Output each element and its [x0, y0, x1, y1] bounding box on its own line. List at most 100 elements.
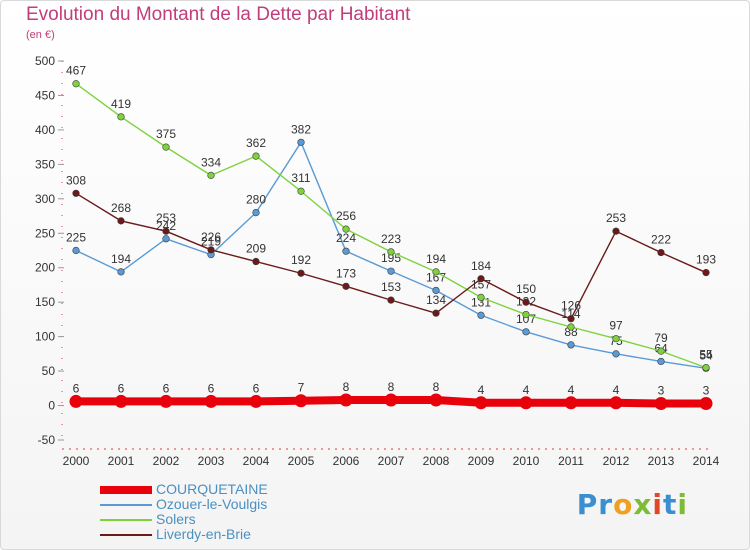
data-label: 150 — [516, 282, 536, 296]
data-label: 4 — [613, 383, 620, 397]
y-tick-label: 100 — [35, 330, 55, 344]
data-point — [387, 267, 395, 275]
data-label: 253 — [606, 211, 626, 225]
data-label: 467 — [66, 64, 86, 78]
data-label: 173 — [336, 266, 356, 280]
data-point — [702, 268, 710, 277]
legend-label: COURQUETAINE — [156, 481, 268, 497]
data-label: 7 — [298, 381, 305, 395]
x-tick-label: 2012 — [603, 454, 630, 468]
data-point — [612, 227, 620, 235]
data-label: 419 — [111, 97, 131, 111]
data-label: 153 — [381, 280, 401, 294]
data-point — [474, 396, 488, 410]
legend-label: Ozouer-le-Voulgis — [156, 496, 268, 512]
data-label: 134 — [426, 293, 446, 307]
data-label: 242 — [156, 219, 176, 233]
data-point — [477, 293, 485, 301]
x-tick-label: 2009 — [468, 454, 495, 468]
data-point — [432, 309, 440, 317]
data-point — [567, 341, 575, 349]
data-point — [342, 225, 350, 233]
data-label: 97 — [609, 319, 623, 333]
data-label: 382 — [291, 122, 311, 136]
data-point — [429, 393, 443, 407]
data-point — [387, 296, 395, 304]
data-label: 54 — [699, 348, 713, 362]
data-point — [252, 257, 260, 266]
data-label: 126 — [561, 299, 581, 313]
data-point — [522, 310, 530, 319]
data-point — [702, 364, 710, 372]
proxiti-logo: Proxiti — [576, 488, 688, 521]
data-point — [612, 350, 620, 358]
y-tick-label: 50 — [42, 364, 56, 378]
data-point — [387, 248, 395, 256]
data-label: 222 — [651, 233, 671, 247]
data-label: 334 — [201, 155, 221, 169]
data-point — [69, 394, 83, 408]
data-label: 311 — [291, 171, 310, 185]
data-point — [477, 275, 485, 283]
data-label: 6 — [208, 381, 215, 395]
data-label: 167 — [426, 270, 446, 284]
data-point — [249, 394, 263, 408]
y-tick-label: 250 — [35, 226, 55, 240]
data-point — [522, 298, 530, 306]
data-label: 224 — [336, 231, 356, 245]
data-point — [657, 357, 665, 366]
data-label: 79 — [654, 331, 668, 345]
data-point — [699, 396, 713, 410]
data-point — [72, 246, 80, 255]
data-point — [117, 217, 125, 225]
x-tick-label: 2005 — [288, 454, 315, 468]
data-label: 184 — [471, 259, 491, 273]
data-point — [162, 143, 170, 151]
data-point — [159, 394, 173, 408]
data-point — [207, 171, 215, 179]
y-tick-label: 450 — [35, 88, 55, 102]
data-label: 226 — [201, 230, 221, 244]
data-point — [519, 396, 533, 410]
data-point — [162, 227, 170, 235]
data-point — [432, 268, 440, 276]
data-point — [342, 247, 350, 255]
data-label: 192 — [291, 253, 311, 267]
data-label: 6 — [253, 381, 260, 395]
data-label: 375 — [156, 127, 176, 141]
y-tick-label: 0 — [48, 399, 55, 413]
y-tick-label: 150 — [35, 295, 55, 309]
data-label: 6 — [73, 381, 80, 395]
data-label: 4 — [523, 383, 530, 397]
data-point — [297, 187, 305, 195]
data-label: 209 — [246, 242, 266, 256]
data-label: 268 — [111, 201, 131, 215]
data-label: 8 — [388, 380, 395, 394]
x-tick-label: 2002 — [153, 454, 180, 468]
x-tick-label: 2014 — [693, 454, 720, 468]
x-tick-label: 2003 — [198, 454, 225, 468]
x-tick-label: 2006 — [333, 454, 360, 468]
legend-swatch — [100, 485, 152, 494]
x-tick-label: 2004 — [243, 454, 270, 468]
data-point — [384, 393, 398, 407]
data-point — [117, 113, 125, 121]
data-point — [339, 393, 353, 407]
data-point — [297, 269, 305, 277]
data-point — [207, 246, 215, 254]
legend-swatch — [100, 533, 152, 536]
data-point — [72, 80, 80, 88]
data-point — [204, 394, 218, 408]
y-tick-label: 300 — [35, 192, 55, 206]
data-label: 225 — [66, 231, 86, 245]
data-label: 280 — [246, 193, 266, 207]
data-label: 6 — [118, 381, 125, 395]
data-point — [609, 396, 623, 410]
data-label: 194 — [426, 252, 446, 266]
data-label: 4 — [478, 383, 485, 397]
data-label: 194 — [111, 252, 131, 266]
data-label: 256 — [336, 209, 356, 223]
data-point — [252, 209, 260, 217]
data-label: 3 — [658, 383, 665, 397]
